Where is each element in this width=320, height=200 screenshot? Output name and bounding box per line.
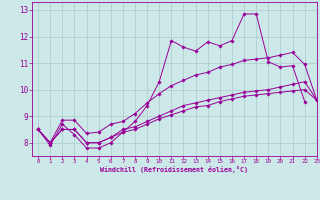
- X-axis label: Windchill (Refroidissement éolien,°C): Windchill (Refroidissement éolien,°C): [100, 166, 248, 173]
